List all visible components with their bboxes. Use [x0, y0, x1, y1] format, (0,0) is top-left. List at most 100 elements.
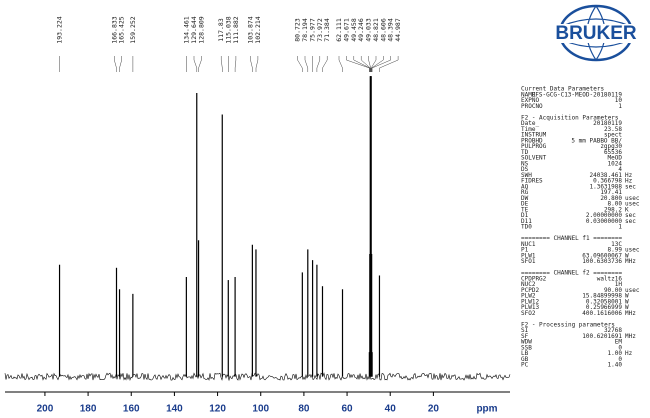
- param-value: 15.84899998: [582, 293, 622, 300]
- param-key: NUC2: [521, 281, 536, 288]
- baseline-noise: [4, 372, 511, 382]
- param-unit: W: [625, 252, 629, 259]
- param-unit: usec: [625, 195, 640, 202]
- param-unit: Hz: [625, 350, 633, 357]
- x-tick-label: 140: [166, 404, 183, 415]
- param-key: NS: [521, 160, 529, 167]
- param-key: TE: [521, 206, 529, 213]
- param-value: 90.00: [604, 287, 622, 294]
- peak-label: 71.384: [323, 18, 331, 42]
- param-value: 24038.461: [589, 172, 622, 179]
- param-value: 8.00: [608, 201, 623, 208]
- x-tick-label: 40: [385, 404, 397, 415]
- peak-leader: [316, 56, 321, 72]
- param-unit: K: [625, 206, 629, 213]
- peak-leader: [220, 56, 223, 72]
- param-unit: MHz: [625, 258, 636, 265]
- param-key: SSB: [521, 344, 532, 351]
- param-value: 100.6201691: [582, 333, 622, 340]
- peak-leader: [338, 56, 343, 72]
- param-value: 1.3631988: [589, 183, 622, 190]
- peak-leader: [198, 56, 202, 72]
- peak-label: 193.224: [56, 16, 64, 43]
- param-value: 197.41: [600, 189, 622, 196]
- param-key: NUC1: [521, 241, 536, 248]
- param-unit: usec: [625, 201, 640, 208]
- param-key: TD: [521, 149, 529, 156]
- logo-meridians: [561, 5, 631, 61]
- x-tick-label: 100: [252, 404, 269, 415]
- param-value: 0.25966999: [586, 304, 623, 311]
- param-value: 23.58: [604, 126, 622, 133]
- param-unit: usec: [625, 287, 640, 294]
- param-value: 20.800: [600, 195, 622, 202]
- peak-label: 49.246: [357, 18, 365, 42]
- peak-label: 129.644: [190, 16, 198, 43]
- param-value: 13C: [611, 241, 622, 248]
- param-value: zgpg30: [600, 143, 622, 150]
- peak-label: 117.83: [217, 18, 225, 42]
- peak-label: 165.425: [118, 16, 126, 43]
- param-value: 0: [618, 344, 622, 351]
- peak-label: 134.461: [182, 16, 190, 43]
- param-unit: sec: [625, 212, 636, 219]
- param-key: SWH: [521, 172, 532, 179]
- param-key: RG: [521, 189, 529, 196]
- param-unit: MHz: [625, 310, 636, 317]
- param-unit: Hz: [625, 172, 633, 179]
- peak-label: 102.214: [254, 16, 262, 43]
- peak-label: 75.977: [308, 18, 316, 42]
- peak-label: 48.606: [379, 18, 387, 42]
- param-section-title: F2 - Acquisition Parameters: [521, 114, 619, 121]
- bruker-logo: BRUKER: [548, 4, 644, 62]
- param-key: D1: [521, 212, 529, 219]
- param-unit: W: [625, 304, 629, 311]
- peak-leader: [371, 56, 391, 72]
- param-value: 10: [615, 97, 623, 104]
- peak-label: 80.723: [294, 18, 302, 42]
- param-value: spect: [604, 132, 622, 139]
- param-key: PC: [521, 362, 529, 369]
- param-key: DS: [521, 166, 529, 173]
- param-unit: W: [625, 293, 629, 300]
- peak-label: 111.882: [232, 16, 240, 43]
- param-value: 100.6303736: [582, 258, 622, 265]
- param-key: SFO1: [521, 258, 536, 265]
- param-key: DW: [521, 195, 529, 202]
- x-tick-label: 20: [428, 404, 440, 415]
- peak-label: 49.458: [350, 18, 358, 42]
- param-unit: W: [625, 298, 629, 305]
- param-unit: usec: [625, 247, 640, 254]
- peak-label: 48.394: [387, 18, 395, 42]
- param-value: EM: [615, 339, 623, 346]
- param-value: 1H: [615, 281, 623, 288]
- param-key: TD0: [521, 224, 532, 231]
- peak-label: 103.874: [247, 16, 255, 43]
- param-unit: sec: [625, 218, 636, 225]
- param-unit: sec: [625, 183, 636, 190]
- param-unit: MHz: [625, 333, 636, 340]
- peak-leader: [353, 56, 371, 72]
- param-value: 65536: [604, 149, 622, 156]
- param-value: 32768: [604, 327, 622, 334]
- param-key: INSTRUM: [521, 132, 547, 139]
- param-value: 1: [618, 224, 622, 231]
- param-key: D11: [521, 218, 532, 225]
- param-key: SFO2: [521, 310, 536, 317]
- peak-leader: [114, 56, 117, 72]
- param-value: 2.00000000: [586, 212, 623, 219]
- param-value: 20180119: [593, 120, 622, 127]
- param-section-title: ======== CHANNEL f2 ========: [521, 270, 623, 277]
- peak-leader: [297, 56, 303, 72]
- param-key: PLW1: [521, 252, 536, 259]
- peak-leader: [379, 56, 399, 72]
- x-tick-label: 120: [209, 404, 226, 415]
- param-key: CPDPRG2: [521, 275, 547, 282]
- param-value: 298.2: [604, 206, 622, 213]
- param-value: 1024: [608, 160, 623, 167]
- param-key: Date_: [521, 120, 539, 127]
- param-key: PROCNO: [521, 103, 543, 110]
- param-key: FIDRES: [521, 178, 543, 185]
